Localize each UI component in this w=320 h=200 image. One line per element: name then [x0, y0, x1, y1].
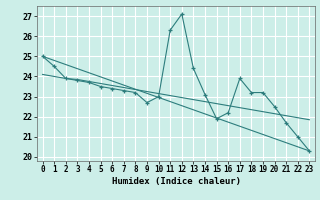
X-axis label: Humidex (Indice chaleur): Humidex (Indice chaleur)	[111, 177, 241, 186]
